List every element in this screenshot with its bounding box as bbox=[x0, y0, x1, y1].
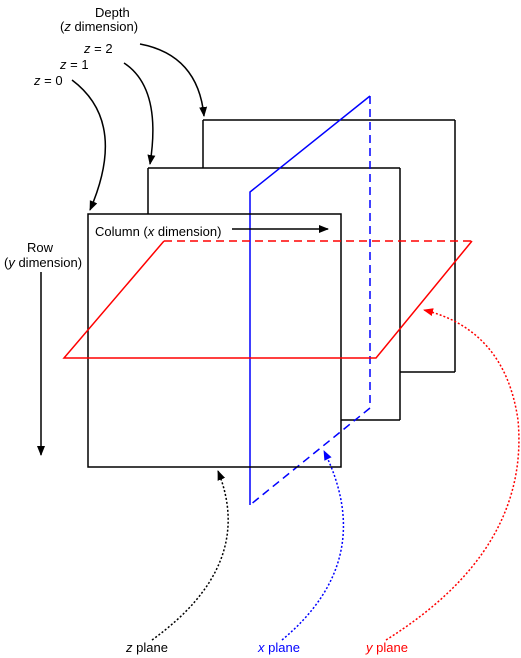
column-label: Column (x dimension) bbox=[95, 224, 222, 239]
z1-arrow bbox=[123, 62, 156, 165]
x-plane-arrow bbox=[281, 450, 345, 641]
page-z2 bbox=[202, 119, 456, 373]
z-plane-label: z plane bbox=[126, 640, 168, 655]
z-plane-arrow bbox=[151, 470, 229, 641]
z-value-0: z = 0 bbox=[34, 73, 63, 88]
x-plane-label: x plane bbox=[258, 640, 300, 655]
z2-arrow bbox=[139, 43, 208, 117]
y-plane-label: y plane bbox=[366, 640, 408, 655]
row-title: Row bbox=[27, 240, 54, 255]
row-subtitle: (y dimension) bbox=[4, 255, 83, 270]
y-plane-arrow bbox=[385, 308, 520, 641]
depth-subtitle: (z dimension) bbox=[60, 19, 139, 34]
page-z0 bbox=[87, 213, 342, 468]
z-value-1: z = 1 bbox=[60, 57, 89, 72]
x-plane bbox=[249, 95, 371, 506]
z0-arrow bbox=[71, 79, 107, 211]
depth-title: Depth bbox=[95, 5, 130, 20]
z-value-2: z = 2 bbox=[84, 41, 113, 56]
page-z1 bbox=[147, 167, 401, 421]
y-plane bbox=[62, 240, 473, 359]
